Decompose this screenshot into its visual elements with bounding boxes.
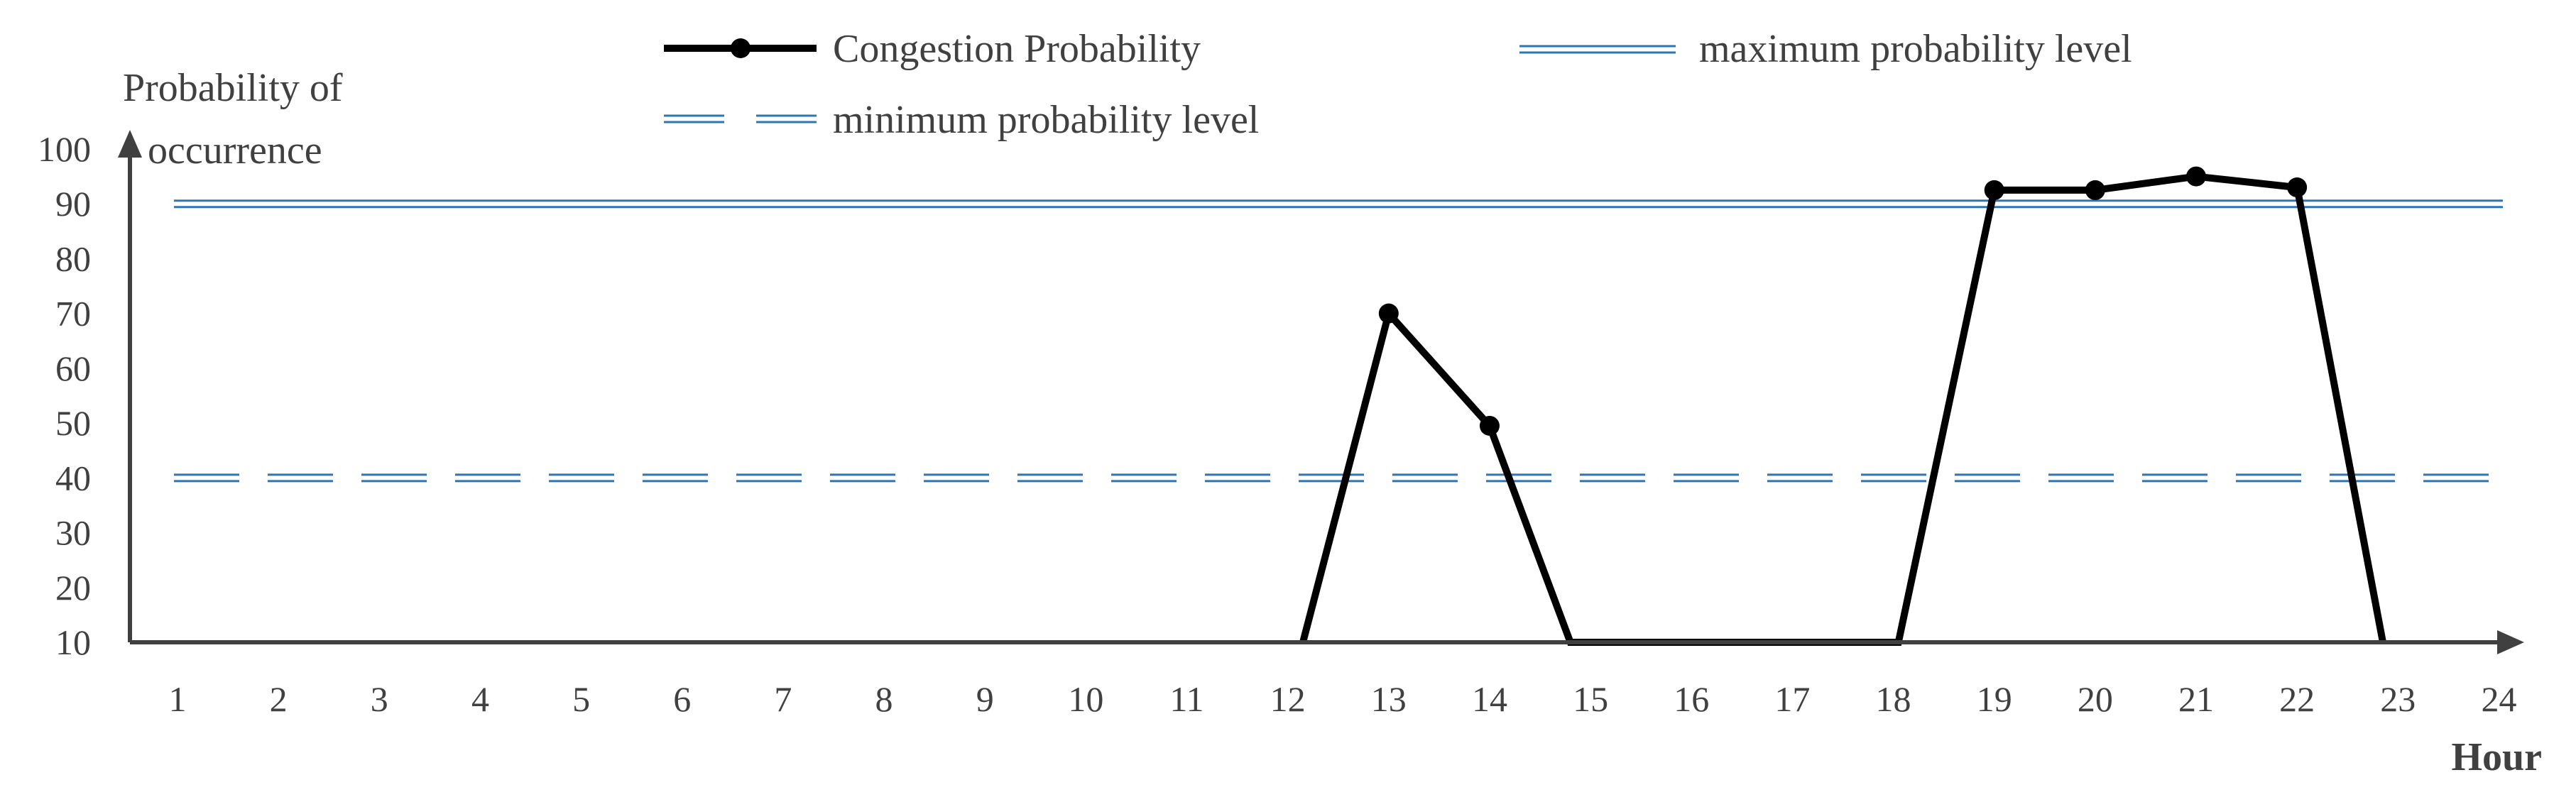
legend-congestion-label: Congestion Probability — [833, 27, 1201, 71]
legend-minimum-line — [664, 114, 817, 123]
y-tick-label-60: 60 — [55, 348, 91, 388]
x-tick-label-4: 4 — [471, 679, 489, 719]
y-tick-label-30: 30 — [55, 513, 91, 553]
legend: Congestion Probability maximum probabili… — [664, 27, 2132, 142]
x-tick-label-15: 15 — [1573, 679, 1608, 719]
legend-item-maximum: maximum probability level — [1519, 27, 2132, 71]
y-tick-label-100: 100 — [38, 129, 91, 169]
x-tick-label-17: 17 — [1774, 679, 1810, 719]
x-tick-label-2: 2 — [270, 679, 288, 719]
x-tick-label-6: 6 — [673, 679, 691, 719]
data-point-hour-20 — [2085, 180, 2105, 200]
y-tick-label-40: 40 — [55, 458, 91, 498]
y-tick-label-70: 70 — [55, 294, 91, 334]
legend-maximum-label: maximum probability level — [1699, 27, 2132, 71]
data-point-hour-14 — [1479, 415, 1500, 436]
x-tick-label-19: 19 — [1977, 679, 2012, 719]
x-tick-label-1: 1 — [169, 679, 187, 719]
x-tick-label-24: 24 — [2481, 679, 2516, 719]
x-tick-label-16: 16 — [1674, 679, 1709, 719]
x-tick-label-9: 9 — [976, 679, 994, 719]
data-point-hour-22 — [2287, 177, 2308, 198]
y-axis-title-line-2: occurrence — [148, 128, 322, 172]
x-tick-label-3: 3 — [371, 679, 388, 719]
x-tick-label-23: 23 — [2380, 679, 2416, 719]
reference-line-maximum — [174, 199, 2503, 209]
reference-lines — [174, 199, 2503, 483]
y-tick-label-20: 20 — [55, 568, 91, 608]
x-tick-label-18: 18 — [1876, 679, 1911, 719]
x-tick-label-11: 11 — [1169, 679, 1204, 719]
x-axis-arrow-icon — [2497, 630, 2524, 654]
x-tick-label-5: 5 — [572, 679, 590, 719]
legend-congestion-marker — [731, 38, 751, 58]
axes — [118, 130, 2524, 654]
x-tick-label-13: 13 — [1371, 679, 1407, 719]
y-axis-title-line-1: Probability of — [123, 66, 343, 110]
y-tick-label-50: 50 — [55, 403, 91, 443]
legend-item-congestion: Congestion Probability — [664, 27, 1201, 71]
data-point-hour-21 — [2186, 166, 2206, 187]
series-line-congestion — [1299, 172, 2386, 646]
x-tick-label-20: 20 — [2078, 679, 2113, 719]
x-tick-label-21: 21 — [2178, 679, 2214, 719]
reference-line-minimum — [174, 473, 2503, 483]
y-tick-label-80: 80 — [55, 238, 91, 278]
x-tick-label-8: 8 — [875, 679, 893, 719]
x-tick-label-14: 14 — [1472, 679, 1507, 719]
x-tick-labels: 1 2 3 4 5 6 7 8 9 10 11 12 13 14 15 16 17 18 19 20 21 22 23 24 — [169, 679, 2517, 719]
y-tick-label-90: 90 — [55, 184, 91, 224]
x-tick-label-12: 12 — [1270, 679, 1306, 719]
legend-item-minimum: minimum probability level — [664, 98, 1259, 142]
data-point-hour-13 — [1378, 303, 1399, 324]
x-axis-title: Hour — [2451, 735, 2542, 779]
x-tick-label-22: 22 — [2279, 679, 2315, 719]
y-tick-label-10: 10 — [55, 622, 91, 662]
series-layer — [1299, 166, 2386, 646]
y-axis-arrow-icon — [118, 130, 142, 158]
y-tick-labels: 10 20 30 40 50 60 70 80 90 100 — [38, 129, 91, 662]
x-tick-label-7: 7 — [774, 679, 792, 719]
x-tick-label-10: 10 — [1068, 679, 1103, 719]
legend-minimum-label: minimum probability level — [833, 98, 1259, 142]
data-point-hour-19 — [1984, 180, 2004, 200]
